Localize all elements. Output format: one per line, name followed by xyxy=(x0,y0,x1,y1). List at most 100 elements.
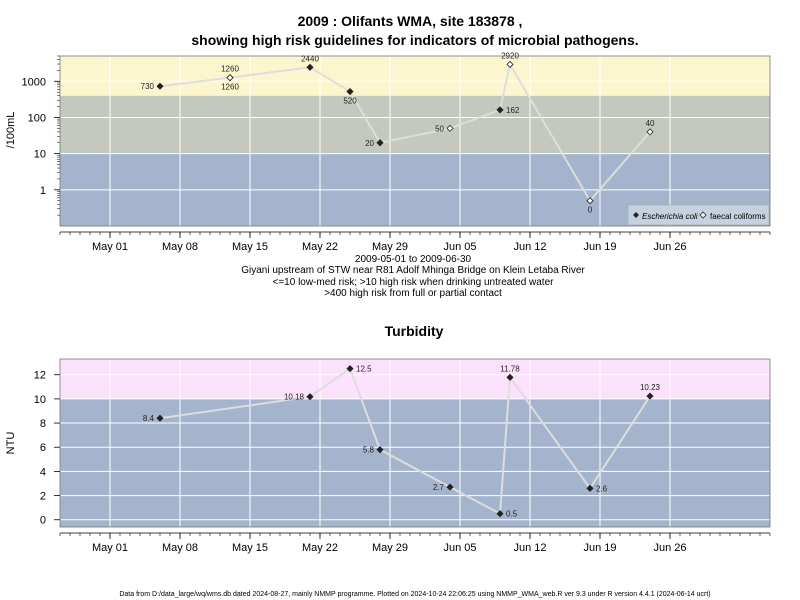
y-tick-label: 100 xyxy=(28,112,46,124)
caption-site: Giyani upstream of STW near R81 Adolf Mh… xyxy=(241,265,585,276)
data-label: 20 xyxy=(365,139,374,148)
data-label: 50 xyxy=(435,124,444,133)
chart1-title: 2009 : Olifants WMA, site 183878 , xyxy=(298,13,523,29)
x-tick-label: May 01 xyxy=(92,542,128,554)
legend-box xyxy=(627,204,770,226)
x-tick-label: May 22 xyxy=(302,542,338,554)
data-label: 0.5 xyxy=(506,510,518,519)
y-tick-label: 10 xyxy=(34,149,46,161)
data-point xyxy=(496,510,504,518)
faecal-coliform-point xyxy=(646,128,654,136)
data-label: 10.18 xyxy=(284,393,305,402)
data-label: 520 xyxy=(343,97,357,106)
data-label: 11.78 xyxy=(500,364,520,373)
turbidity-y-axis-label: NTU xyxy=(5,432,17,455)
data-point xyxy=(376,446,384,454)
data-label: 730 xyxy=(141,82,155,91)
data-label: 1260 xyxy=(221,65,239,74)
y-tick-label: 2 xyxy=(40,491,46,503)
data-label: 12.5 xyxy=(356,365,372,374)
data-label: 2440 xyxy=(301,54,319,63)
y-tick-label: 0 xyxy=(40,515,46,527)
pathogen-connecting-line xyxy=(159,61,651,203)
pathogen-y-axis: 1 10 100 1000 xyxy=(22,55,60,216)
legend-faecal-label: faecal coliforms xyxy=(710,212,766,221)
y-tick-label: 1 xyxy=(40,185,46,197)
x-tick-label: May 15 xyxy=(232,542,268,554)
risk-band xyxy=(60,398,770,527)
y-tick-label: 10 xyxy=(34,394,46,406)
turbidity-points: 8.4 10.18 12.5 5.8 2.7 0.5 11.78 2.6 10.23 xyxy=(143,364,661,518)
risk-band xyxy=(60,95,770,154)
data-label: 2920 xyxy=(501,51,519,60)
footer-note: Data from D:/data_large/wq/wms.db dated … xyxy=(119,591,710,598)
caption-date-range: 2009-05-01 to 2009-06-30 xyxy=(355,254,472,265)
x-tick-label: Jun 12 xyxy=(513,542,546,554)
chart2-title: Turbidity xyxy=(385,323,444,339)
pathogen-legend: Escherichia coli faecal coliforms xyxy=(627,204,770,226)
data-label: 5.8 xyxy=(363,446,375,455)
data-point xyxy=(156,82,164,90)
x-tick-label: May 01 xyxy=(92,241,128,253)
faecal-coliform-point xyxy=(226,74,234,82)
risk-band xyxy=(60,56,770,96)
x-tick-label: May 22 xyxy=(302,241,338,253)
x-tick-label: Jun 26 xyxy=(653,542,686,554)
caption-drinking-risk: <=10 low-med risk; >10 high risk when dr… xyxy=(273,277,555,288)
pathogen-x-axis: May 01 May 08 May 15 May 22 May 29 Jun 05 Jun … xyxy=(59,231,771,253)
legend-ecoli-label: Escherichia coli xyxy=(642,212,698,221)
pathogen-plot-frame xyxy=(59,55,771,227)
x-tick-label: May 29 xyxy=(372,241,408,253)
x-tick-label: Jun 19 xyxy=(583,542,616,554)
x-tick-label: Jun 12 xyxy=(513,241,546,253)
x-tick-label: May 15 xyxy=(232,241,268,253)
legend-faecal-marker xyxy=(699,211,707,219)
data-label: 2.6 xyxy=(596,484,608,493)
turbidity-y-axis: 0 2 4 6 8 10 12 xyxy=(34,370,60,527)
data-point xyxy=(376,139,384,147)
data-point xyxy=(446,483,454,491)
pathogen-y-axis-label: /100mL xyxy=(5,112,17,149)
y-tick-label: 6 xyxy=(40,442,46,454)
data-point xyxy=(586,484,594,492)
data-point xyxy=(496,106,504,114)
data-point xyxy=(346,365,354,373)
legend-ecoli-marker xyxy=(633,212,639,218)
faecal-coliform-point xyxy=(586,197,594,205)
data-point xyxy=(306,63,314,71)
faecal-coliform-point xyxy=(446,124,454,132)
pathogen-points: 730 1260 2440 520 20 162 1260 50 2920 0 40 xyxy=(141,51,655,214)
x-tick-label: May 08 xyxy=(162,542,198,554)
data-label: 40 xyxy=(646,119,655,128)
x-tick-label: May 29 xyxy=(372,542,408,554)
turbidity-x-axis: May 01 May 08 May 15 May 22 May 29 Jun 05 Jun … xyxy=(59,532,771,554)
data-label: 0 xyxy=(588,206,593,215)
data-point xyxy=(646,392,654,400)
data-label: 1260 xyxy=(221,83,239,92)
chart1-subtitle: showing high risk guidelines for indicat… xyxy=(191,32,638,48)
y-tick-label: 4 xyxy=(40,466,46,478)
turbidity-bands xyxy=(60,359,770,527)
data-label: 8.4 xyxy=(143,414,155,423)
faecal-coliform-point xyxy=(506,60,514,69)
caption-contact-risk: >400 high risk from full or partial cont… xyxy=(324,288,502,299)
turbidity-chart: May 01 May 08 May 15 May 22 May 29 Jun 05 Jun … xyxy=(5,358,771,554)
pathogen-chart: May 01 May 08 May 15 May 22 May 29 Jun 05 Jun … xyxy=(5,51,771,253)
data-point xyxy=(306,393,314,401)
x-tick-label: Jun 19 xyxy=(583,241,616,253)
x-tick-label: Jun 26 xyxy=(653,241,686,253)
data-point xyxy=(156,414,164,422)
x-tick-label: Jun 05 xyxy=(443,542,476,554)
data-point xyxy=(506,373,514,381)
turbidity-plot-frame xyxy=(59,358,771,528)
data-point xyxy=(346,87,354,96)
y-tick-label: 1000 xyxy=(22,76,46,88)
x-tick-label: May 08 xyxy=(162,241,198,253)
data-label: 2.7 xyxy=(433,483,445,492)
x-tick-label: Jun 05 xyxy=(443,241,476,253)
data-label: 10.23 xyxy=(640,383,661,392)
risk-band xyxy=(60,359,770,399)
y-tick-label: 8 xyxy=(40,418,46,430)
data-label: 162 xyxy=(506,106,520,115)
